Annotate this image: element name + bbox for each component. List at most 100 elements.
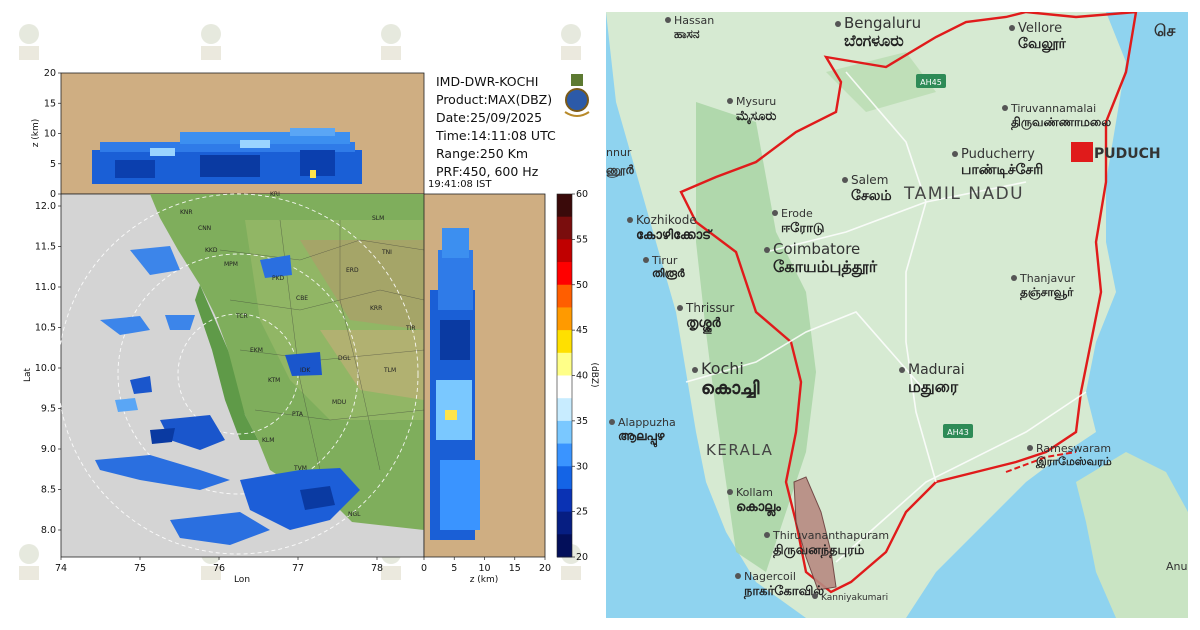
place-dot [952, 151, 958, 157]
tick-label: 15 [509, 563, 521, 574]
place-dot [643, 257, 649, 263]
side-x-axis-label: z (km) [470, 575, 499, 585]
place-dot [727, 489, 733, 495]
colorbar-segment [557, 398, 572, 422]
city-code: TIR [405, 325, 416, 332]
place-name-local: ಬೆಂಗಳೂರು [844, 31, 904, 50]
place-name-en: Bengaluru [844, 14, 921, 32]
colorbar [557, 194, 572, 558]
state-label-tamil-nadu: TAMIL NADU [903, 184, 1024, 204]
place-dot [764, 247, 770, 253]
radar-figure: KNR CNN KKD MPM PKD TCR EKM KTM IDK PTA KLM TVM MDU D… [23, 68, 599, 585]
colorbar-segment [557, 216, 572, 240]
city-code: PKD [272, 275, 285, 282]
place-dot [727, 98, 733, 104]
partial-label-kannur-ml: ணூർ [606, 163, 634, 178]
tick-label: 10.5 [35, 323, 56, 334]
city-code: MPM [224, 261, 238, 268]
place-dot [772, 210, 778, 216]
land-region [150, 194, 424, 530]
city-code: TVM [293, 465, 307, 472]
place-dot [677, 305, 683, 311]
colorbar-segment [557, 511, 572, 535]
tick-label: 5 [451, 563, 457, 574]
place-name-local: இராமேஸ்வரம் [1035, 455, 1112, 468]
radar-range: Range:250 Km [436, 146, 529, 161]
city-code: TCR [235, 313, 248, 320]
tick-label: 11.5 [35, 242, 56, 253]
place-dot [692, 367, 698, 373]
place-name-local: சேலம் [851, 188, 892, 204]
colorbar-segment [557, 443, 572, 467]
roads [685, 71, 1087, 563]
city-code: CBE [296, 295, 308, 302]
place-dot [1027, 445, 1033, 451]
tick-label: 9.5 [41, 404, 56, 415]
place-name-local: കൊല്ലം [736, 500, 781, 518]
tick-label: 78 [371, 563, 383, 574]
place-dot [609, 419, 615, 425]
place-name-en: Coimbatore [773, 240, 860, 258]
place-name-local: ஈரோடு [781, 221, 825, 236]
radar-date: Date:25/09/2025 [436, 110, 543, 125]
tick-label: 30 [576, 461, 588, 472]
tick-label: 20 [539, 563, 551, 574]
colorbar-segment [557, 420, 572, 445]
tick-label: 10.0 [35, 363, 56, 374]
partial-label-anu: Anu [1166, 560, 1187, 573]
puducherry-marker [1071, 142, 1093, 162]
place-name-local: திருவண்ணாமலை [1011, 115, 1111, 130]
side-section-echoes [430, 228, 480, 540]
place-dot [1011, 275, 1017, 281]
place-name-local: வேலூர் [1018, 36, 1066, 53]
top-y-ticks: 20 15 10 5 0 [44, 68, 61, 200]
colorbar-segment [557, 284, 572, 308]
tick-label: 8.0 [41, 525, 56, 536]
colorbar-segment [557, 194, 572, 218]
tick-label: 0 [421, 563, 427, 574]
tick-label: 60 [576, 189, 588, 200]
city-code: PTA [292, 411, 304, 418]
tick-label: 45 [576, 325, 588, 336]
place-name-en: Erode [781, 207, 813, 220]
place-name-en: Thanjavur [1019, 272, 1076, 285]
western-ghats-forest [696, 102, 816, 572]
colorbar-segment [557, 466, 572, 490]
city-code: MDU [332, 399, 346, 406]
highway-badge-ah43: AH43 [943, 424, 973, 438]
place-name-en: Puducherry [961, 147, 1035, 162]
tick-label: 12.0 [35, 201, 56, 212]
place-name-en: Tiruvannamalai [1010, 102, 1096, 115]
place-dot [735, 573, 741, 579]
place-dot [899, 367, 905, 373]
place-name-en: Kochi [701, 359, 744, 378]
city-code: NGL [348, 511, 361, 518]
partial-label-chennai: செ [1154, 21, 1175, 40]
district-boundaries [219, 219, 425, 471]
svg-text:AH45: AH45 [920, 78, 942, 87]
tick-label: 5 [50, 159, 56, 170]
city-code: EKM [250, 347, 263, 354]
city-code: KLM [262, 437, 274, 444]
arabian-sea [606, 12, 806, 618]
colorbar-label: (dBZ) [589, 362, 599, 387]
tick-label: 8.5 [41, 485, 56, 496]
colorbar-segment [557, 534, 572, 558]
place-dot [1009, 25, 1015, 31]
city-code: KKD [205, 247, 218, 254]
radar-product: Product:MAX(DBZ) [436, 92, 553, 107]
city-code: KTM [268, 377, 280, 384]
radar-station-name: IMD-DWR-KOCHI [436, 74, 539, 89]
place-dot [665, 17, 671, 23]
side-x-ticks: 0 5 10 15 20 [421, 557, 551, 574]
tick-label: 55 [576, 234, 588, 245]
place-name-local: തൃശ്ശൂർ [686, 316, 722, 335]
tick-label: 15 [44, 98, 56, 109]
